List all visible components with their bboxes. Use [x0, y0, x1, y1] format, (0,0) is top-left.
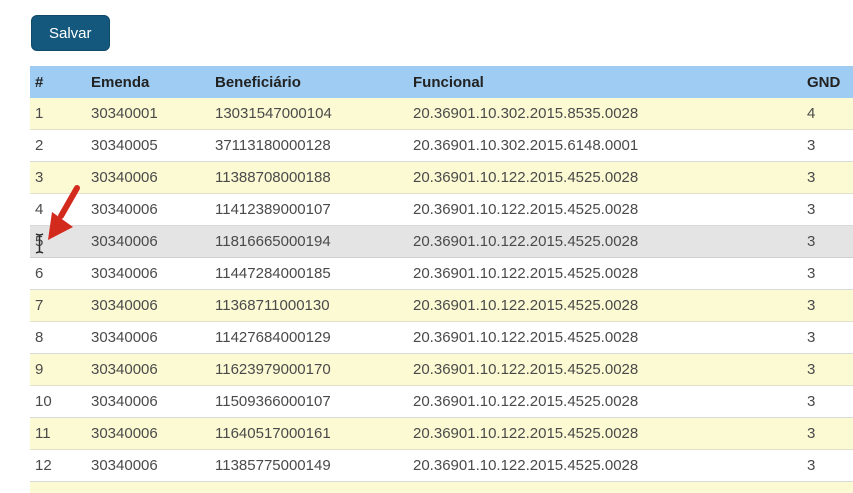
table-cell: 20.36901.10.122.2015.4525.0028 — [408, 289, 802, 322]
column-header-emenda: Emenda — [86, 66, 210, 98]
table-cell: 30340006 — [86, 417, 210, 450]
table-cell: 11509366000107 — [210, 385, 408, 418]
table-row[interactable]: 12 30340006 11385775000149 20.36901.10.122.… — [30, 449, 853, 482]
table-cell: 10 — [30, 385, 86, 418]
table-cell — [802, 481, 853, 493]
table-cell: 12 — [30, 449, 86, 482]
table-cell: 3 — [802, 193, 853, 226]
table-cell: 3 — [802, 289, 853, 322]
table-cell: 3 — [30, 161, 86, 194]
table-cell: 30340006 — [86, 385, 210, 418]
table-cell: 2 — [30, 129, 86, 162]
table-cell: 20.36901.10.122.2015.4525.0028 — [408, 161, 802, 194]
table-row-partial — [30, 481, 853, 493]
column-header-funcional: Funcional — [408, 66, 802, 98]
table-row[interactable]: 11 30340006 11640517000161 20.36901.10.122.… — [30, 417, 853, 450]
column-header-index: # — [30, 66, 86, 98]
table-cell: 30340006 — [86, 449, 210, 482]
table-cell: 30340006 — [86, 257, 210, 290]
table-cell: 20.36901.10.122.2015.4525.0028 — [408, 353, 802, 386]
table-cell: 30340006 — [86, 353, 210, 386]
table-cell: 30340001 — [86, 98, 210, 130]
table-cell: 11 — [30, 417, 86, 450]
table-cell: 8 — [30, 321, 86, 354]
column-header-beneficiario: Beneficiário — [210, 66, 408, 98]
table-cell: 11427684000129 — [210, 321, 408, 354]
table-cell: 20.36901.10.302.2015.8535.0028 — [408, 98, 802, 130]
table-cell: 3 — [802, 225, 853, 258]
table-row[interactable]: 8 30340006 11427684000129 20.36901.10.122.2… — [30, 321, 853, 354]
table-cell: 4 — [30, 193, 86, 226]
table-cell: 3 — [802, 321, 853, 354]
table-body: 1 30340001 13031547000104 20.36901.10.302.2… — [30, 98, 853, 493]
table-cell — [210, 481, 408, 493]
table-cell: 20.36901.10.122.2015.4525.0028 — [408, 321, 802, 354]
table-cell: 3 — [802, 129, 853, 162]
table-cell: 20.36901.10.122.2015.4525.0028 — [408, 449, 802, 482]
table-row[interactable]: 4 30340006 11412389000107 20.36901.10.122.2… — [30, 193, 853, 226]
table-cell: 30340006 — [86, 161, 210, 194]
table-cell: 11447284000185 — [210, 257, 408, 290]
table-cell: 30340005 — [86, 129, 210, 162]
table-cell: 3 — [802, 385, 853, 418]
salvar-button[interactable]: Salvar — [31, 15, 110, 51]
table-cell: 7 — [30, 289, 86, 322]
table-row[interactable]: 10 30340006 11509366000107 20.36901.10.122.… — [30, 385, 853, 418]
table-cell: 11412389000107 — [210, 193, 408, 226]
table-cell: 4 — [802, 98, 853, 130]
table-cell: 20.36901.10.302.2015.6148.0001 — [408, 129, 802, 162]
table-cell: 30340006 — [86, 225, 210, 258]
table-cell: 30340006 — [86, 321, 210, 354]
table-cell: 20.36901.10.122.2015.4525.0028 — [408, 225, 802, 258]
table-cell: 3 — [802, 449, 853, 482]
table-cell: 5 — [30, 225, 86, 258]
table-cell: 11385775000149 — [210, 449, 408, 482]
table-row[interactable]: 7 30340006 11368711000130 20.36901.10.122.2… — [30, 289, 853, 322]
table-cell: 30340006 — [86, 193, 210, 226]
table-row[interactable]: 9 30340006 11623979000170 20.36901.10.122.2… — [30, 353, 853, 386]
table-cell — [86, 481, 210, 493]
table-cell: 11388708000188 — [210, 161, 408, 194]
table-cell: 11623979000170 — [210, 353, 408, 386]
table-cell: 3 — [802, 257, 853, 290]
table-cell: 1 — [30, 98, 86, 130]
table-row[interactable]: 6 30340006 11447284000185 20.36901.10.122.2… — [30, 257, 853, 290]
table-cell — [30, 481, 86, 493]
table-cell: 13031547000104 — [210, 98, 408, 130]
table-row[interactable]: 3 30340006 11388708000188 20.36901.10.122.2… — [30, 161, 853, 194]
table-cell: 9 — [30, 353, 86, 386]
allocations-table: # Emenda Beneficiário Funcional GND 1 303… — [30, 66, 853, 493]
table-header-row: # Emenda Beneficiário Funcional GND — [30, 66, 853, 98]
table-cell: 20.36901.10.122.2015.4525.0028 — [408, 193, 802, 226]
table-cell: 11640517000161 — [210, 417, 408, 450]
table-cell: 20.36901.10.122.2015.4525.0028 — [408, 257, 802, 290]
table-cell: 20.36901.10.122.2015.4525.0028 — [408, 385, 802, 418]
table-cell: 37113180000128 — [210, 129, 408, 162]
table-cell: 30340006 — [86, 289, 210, 322]
table-row[interactable]: 5 30340006 11816665000194 20.36901.10.122.2… — [30, 225, 853, 258]
table-cell — [408, 481, 802, 493]
table-cell: 3 — [802, 353, 853, 386]
table-cell: 6 — [30, 257, 86, 290]
table-cell: 3 — [802, 417, 853, 450]
table-cell: 20.36901.10.122.2015.4525.0028 — [408, 417, 802, 450]
column-header-gnd: GND — [802, 66, 853, 98]
table-cell: 11368711000130 — [210, 289, 408, 322]
table-cell: 3 — [802, 161, 853, 194]
table-row[interactable]: 2 30340005 37113180000128 20.36901.10.302.2… — [30, 129, 853, 162]
table-row[interactable]: 1 30340001 13031547000104 20.36901.10.302.2… — [30, 98, 853, 130]
table-cell: 11816665000194 — [210, 225, 408, 258]
